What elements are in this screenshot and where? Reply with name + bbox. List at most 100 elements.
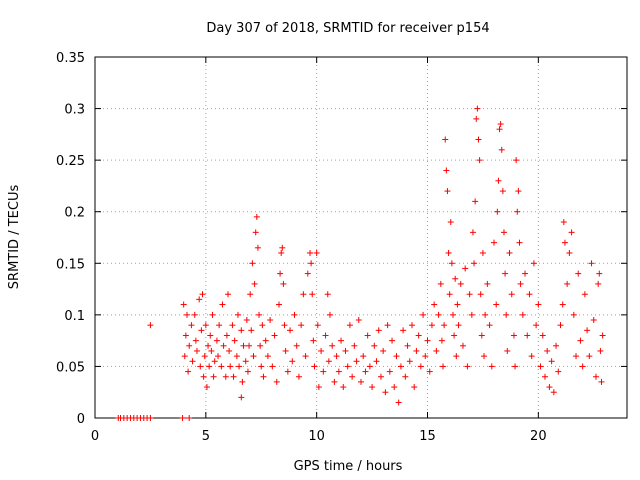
data-point bbox=[548, 358, 555, 365]
data-point bbox=[595, 280, 602, 287]
data-point bbox=[353, 358, 360, 365]
data-point bbox=[333, 353, 340, 360]
data-point bbox=[331, 378, 338, 385]
data-point bbox=[417, 363, 424, 370]
data-point bbox=[291, 311, 298, 318]
data-point bbox=[147, 415, 154, 421]
data-point bbox=[349, 373, 356, 380]
data-point bbox=[238, 327, 245, 334]
data-point bbox=[553, 342, 560, 349]
data-point bbox=[477, 291, 484, 298]
data-point bbox=[335, 368, 342, 375]
data-point bbox=[573, 353, 580, 360]
data-point bbox=[281, 322, 288, 329]
data-point bbox=[267, 317, 274, 324]
data-point bbox=[373, 358, 380, 365]
data-point bbox=[238, 394, 245, 401]
data-point bbox=[287, 327, 294, 334]
data-point bbox=[188, 322, 195, 329]
data-point bbox=[546, 384, 553, 391]
data-point bbox=[431, 301, 438, 308]
data-point bbox=[380, 347, 387, 354]
data-point bbox=[338, 337, 345, 344]
data-point bbox=[180, 301, 187, 308]
data-point bbox=[215, 353, 222, 360]
data-point bbox=[210, 373, 217, 380]
data-point bbox=[280, 280, 287, 287]
data-point bbox=[310, 337, 317, 344]
data-point bbox=[375, 327, 382, 334]
data-point bbox=[344, 363, 351, 370]
data-point bbox=[211, 358, 218, 365]
data-point bbox=[251, 280, 258, 287]
data-point bbox=[473, 115, 480, 122]
data-point bbox=[243, 317, 250, 324]
data-point bbox=[304, 270, 311, 277]
data-point bbox=[300, 291, 307, 298]
data-point bbox=[570, 311, 577, 318]
data-point bbox=[309, 291, 316, 298]
data-point bbox=[493, 301, 500, 308]
data-point bbox=[254, 244, 261, 251]
data-point bbox=[504, 347, 511, 354]
data-point bbox=[203, 384, 210, 391]
data-point bbox=[262, 337, 269, 344]
data-point bbox=[307, 249, 314, 256]
y-tick-label: 0.1 bbox=[64, 309, 85, 324]
data-point bbox=[559, 301, 566, 308]
x-tick-label: 15 bbox=[419, 429, 436, 444]
grid-lines bbox=[95, 57, 627, 418]
data-point bbox=[406, 358, 413, 365]
data-point bbox=[271, 332, 278, 339]
data-point bbox=[397, 363, 404, 370]
chart-title: Day 307 of 2018, SRMTID for receiver p15… bbox=[206, 21, 489, 36]
data-point bbox=[275, 301, 282, 308]
data-point bbox=[598, 378, 605, 385]
data-point bbox=[588, 260, 595, 267]
data-point bbox=[438, 337, 445, 344]
data-point bbox=[362, 368, 369, 375]
data-point bbox=[219, 301, 226, 308]
data-point bbox=[481, 353, 488, 360]
data-point bbox=[209, 311, 216, 318]
data-point bbox=[437, 280, 444, 287]
data-point bbox=[443, 167, 450, 174]
y-tick-label: 0 bbox=[77, 412, 85, 427]
data-point bbox=[369, 384, 376, 391]
data-point bbox=[225, 291, 231, 298]
data-point bbox=[433, 347, 440, 354]
data-point bbox=[313, 249, 320, 256]
data-point bbox=[329, 342, 336, 349]
data-point bbox=[517, 280, 524, 287]
data-point bbox=[315, 384, 322, 391]
y-tick-label: 0.3 bbox=[64, 103, 85, 118]
data-point bbox=[277, 270, 284, 277]
data-point bbox=[322, 332, 329, 339]
data-point bbox=[575, 270, 582, 277]
data-point bbox=[568, 229, 575, 236]
data-point bbox=[259, 322, 266, 329]
data-point bbox=[426, 368, 433, 375]
data-point bbox=[498, 146, 505, 153]
data-point bbox=[377, 373, 384, 380]
data-point bbox=[320, 368, 327, 375]
data-series bbox=[115, 105, 606, 421]
data-point bbox=[192, 337, 199, 344]
data-point bbox=[249, 260, 256, 267]
data-point bbox=[579, 363, 586, 370]
data-point bbox=[199, 291, 206, 298]
data-point bbox=[424, 337, 431, 344]
data-point bbox=[519, 311, 526, 318]
data-point bbox=[257, 342, 264, 349]
data-point bbox=[351, 342, 358, 349]
data-point bbox=[597, 347, 604, 354]
data-point bbox=[541, 373, 548, 380]
data-point bbox=[566, 249, 573, 256]
data-point bbox=[586, 353, 593, 360]
data-point bbox=[358, 378, 364, 385]
data-point bbox=[537, 363, 544, 370]
y-tick-label: 0.05 bbox=[56, 360, 85, 375]
data-point bbox=[411, 384, 418, 391]
data-point bbox=[420, 311, 427, 318]
data-point bbox=[408, 322, 415, 329]
